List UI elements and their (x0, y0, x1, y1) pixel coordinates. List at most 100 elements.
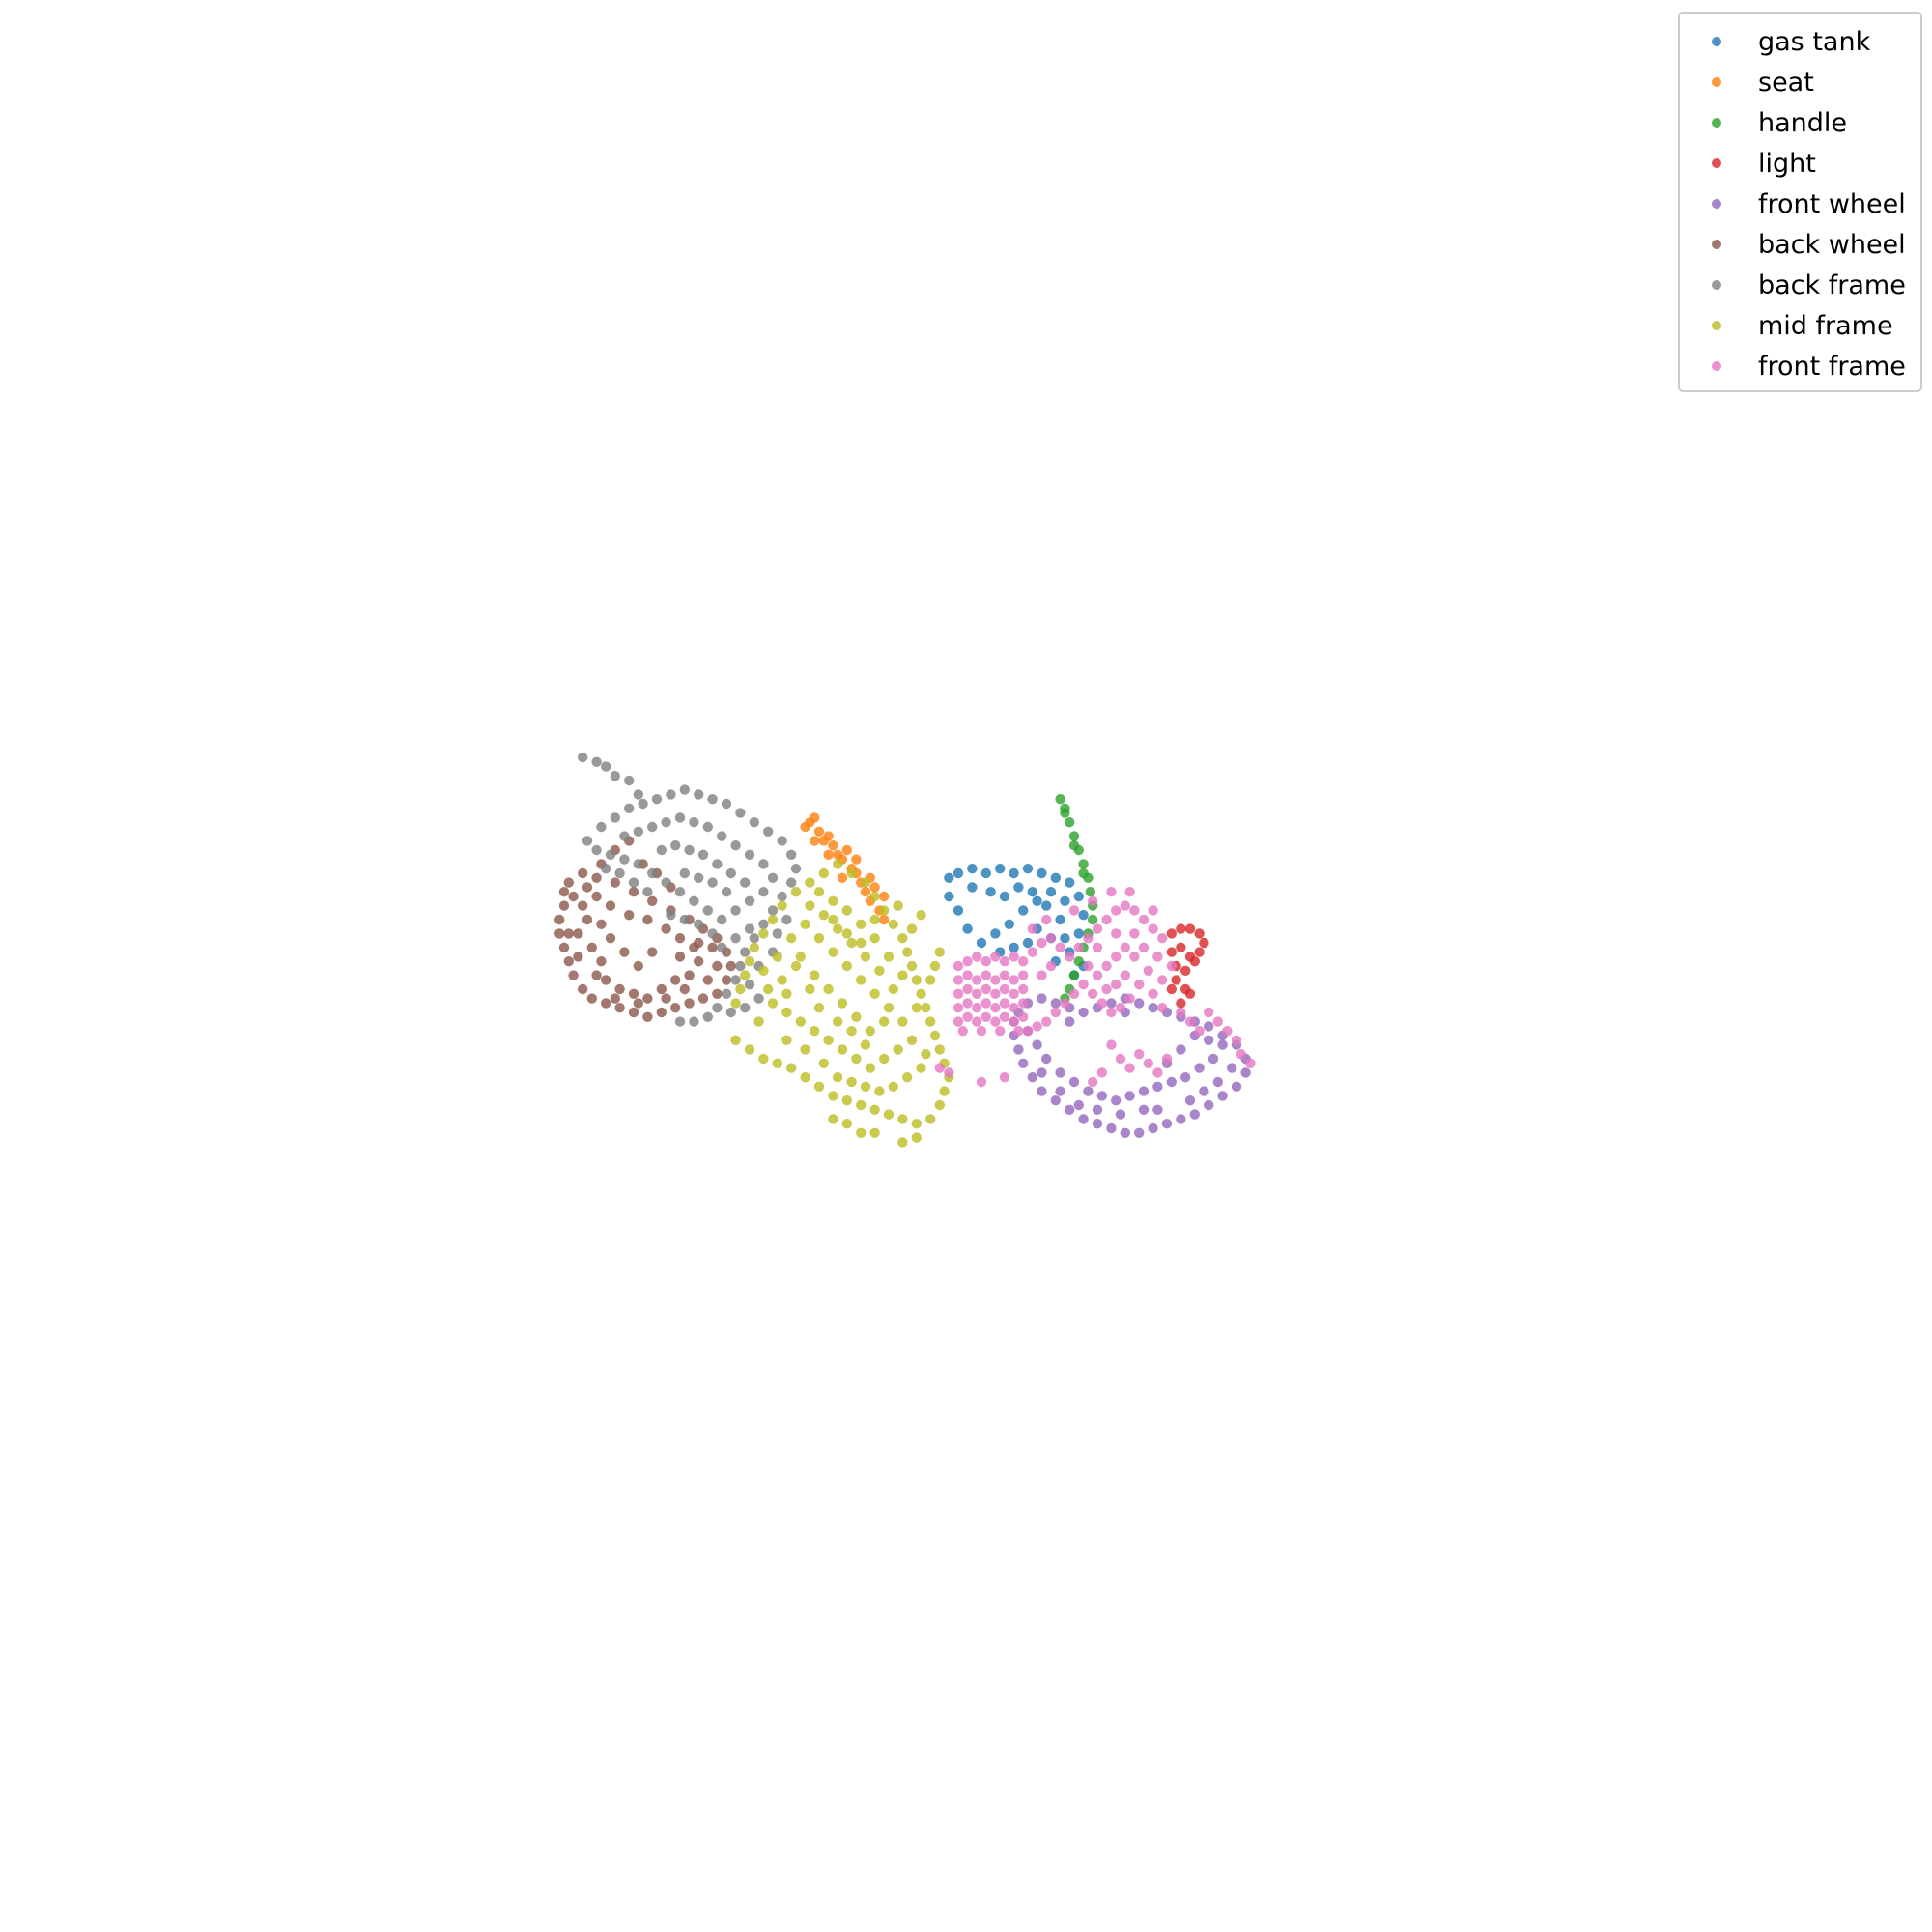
point-front-frame-35 (980, 1011, 991, 1023)
point-back-frame-31 (633, 826, 643, 837)
point-mid-frame-120 (856, 1127, 867, 1139)
point-front-wheel-64 (1199, 1086, 1209, 1096)
point-front-wheel-29 (1092, 1119, 1103, 1129)
point-light-1 (1176, 923, 1186, 934)
point-back-frame-49 (661, 877, 671, 888)
series-light (1166, 923, 1209, 1009)
point-back-wheel-63 (610, 993, 620, 1004)
point-back-wheel-36 (601, 975, 611, 985)
point-front-frame-72 (1032, 1021, 1042, 1032)
point-mid-frame-114 (860, 1039, 871, 1050)
point-mid-frame-2 (758, 1053, 769, 1065)
legend-label: mid frame (1758, 310, 1893, 341)
point-back-frame-23 (735, 960, 746, 972)
point-seat-20 (837, 872, 848, 883)
point-back-wheel-1 (554, 914, 565, 925)
point-gas-tank-31 (1060, 933, 1070, 944)
point-gas-tank-19 (990, 928, 1001, 939)
point-seat-21 (851, 854, 862, 865)
point-front-wheel-10 (1148, 1003, 1158, 1013)
point-back-frame-82 (740, 1003, 751, 1013)
point-back-frame-4 (638, 798, 648, 810)
point-light-0 (1166, 928, 1178, 939)
point-mid-frame-4 (786, 1063, 797, 1073)
point-gas-tank-8 (1050, 872, 1062, 883)
legend-item-back-frame: back frame (1680, 265, 1920, 305)
point-back-frame-45 (717, 914, 727, 925)
point-mid-frame-74 (860, 952, 871, 962)
point-back-frame-11 (735, 808, 746, 818)
point-mid-frame-59 (856, 975, 867, 985)
point-back-wheel-34 (586, 942, 597, 952)
point-mid-frame-60 (841, 960, 852, 972)
point-light-4 (1199, 937, 1209, 949)
point-mid-frame-83 (781, 1035, 792, 1046)
point-gas-tank-17 (962, 923, 973, 934)
point-back-frame-68 (721, 887, 732, 897)
point-mid-frame-0 (730, 1035, 741, 1046)
point-front-wheel-39 (1041, 1053, 1052, 1065)
legend-marker-icon (1712, 240, 1721, 249)
point-front-frame-47 (1055, 942, 1065, 952)
point-gas-tank-29 (1041, 900, 1052, 911)
point-mid-frame-89 (874, 1086, 885, 1096)
point-back-wheel-45 (674, 933, 686, 944)
point-front-wheel-57 (1138, 1104, 1150, 1116)
point-mid-frame-108 (934, 947, 945, 957)
point-back-wheel-65 (661, 993, 671, 1004)
point-mid-frame-70 (865, 1026, 875, 1037)
point-mid-frame-116 (805, 983, 815, 995)
point-mid-frame-102 (828, 914, 838, 925)
point-light-7 (1176, 942, 1186, 952)
point-mid-frame-64 (786, 933, 797, 944)
point-front-frame-30 (1009, 1003, 1019, 1013)
point-back-wheel-32 (582, 914, 593, 925)
point-back-frame-2 (610, 812, 620, 823)
point-mid-frame-112 (833, 1016, 843, 1027)
point-mid-frame-40 (749, 942, 759, 952)
point-gas-tank-24 (967, 882, 978, 893)
legend: gas tank seat handle light front wheel back w… (1678, 12, 1922, 392)
point-gas-tank-27 (1013, 882, 1024, 893)
point-mid-frame-94 (911, 1003, 922, 1013)
point-front-wheel-2 (1037, 993, 1047, 1004)
point-mid-frame-65 (795, 952, 806, 962)
point-seat-17 (879, 914, 890, 925)
point-seat-18 (810, 836, 820, 846)
point-front-frame-5 (999, 956, 1010, 967)
point-mid-frame-61 (828, 947, 838, 957)
point-back-frame-54 (656, 844, 667, 856)
point-back-wheel-33 (573, 928, 583, 939)
point-mid-frame-38 (767, 914, 779, 925)
point-seat-15 (869, 882, 880, 893)
legend-item-front-wheel: front wheel (1680, 184, 1920, 224)
series-mid-frame (730, 859, 954, 1148)
point-front-frame-61 (1134, 980, 1145, 990)
legend-item-seat: seat (1680, 62, 1920, 102)
point-front-wheel-58 (1115, 1109, 1126, 1120)
point-back-frame-84 (781, 914, 792, 925)
legend-label: gas tank (1758, 26, 1871, 57)
point-front-wheel-41 (1068, 1076, 1080, 1088)
point-front-wheel-44 (1111, 1095, 1122, 1106)
point-back-frame-26 (712, 1003, 723, 1013)
point-light-2 (1184, 923, 1196, 934)
point-gas-tank-20 (1004, 919, 1015, 929)
point-front-frame-54 (1120, 900, 1131, 911)
point-seat-5 (823, 831, 834, 841)
point-mid-frame-43 (735, 983, 746, 995)
point-front-wheel-52 (1217, 1039, 1228, 1050)
point-back-frame-83 (725, 1007, 736, 1018)
point-back-frame-36 (702, 821, 713, 833)
point-back-frame-1 (596, 821, 607, 833)
legend-marker-icon (1712, 77, 1721, 87)
point-mid-frame-91 (902, 1072, 913, 1083)
point-back-frame-10 (721, 798, 732, 810)
point-front-frame-50 (1083, 933, 1094, 944)
point-front-frame-2 (972, 952, 982, 962)
point-mid-frame-95 (897, 970, 908, 980)
point-mid-frame-36 (790, 887, 802, 897)
point-mid-frame-5 (800, 1072, 810, 1083)
point-front-wheel-20 (1217, 1091, 1228, 1101)
point-handle-9 (1088, 914, 1098, 925)
